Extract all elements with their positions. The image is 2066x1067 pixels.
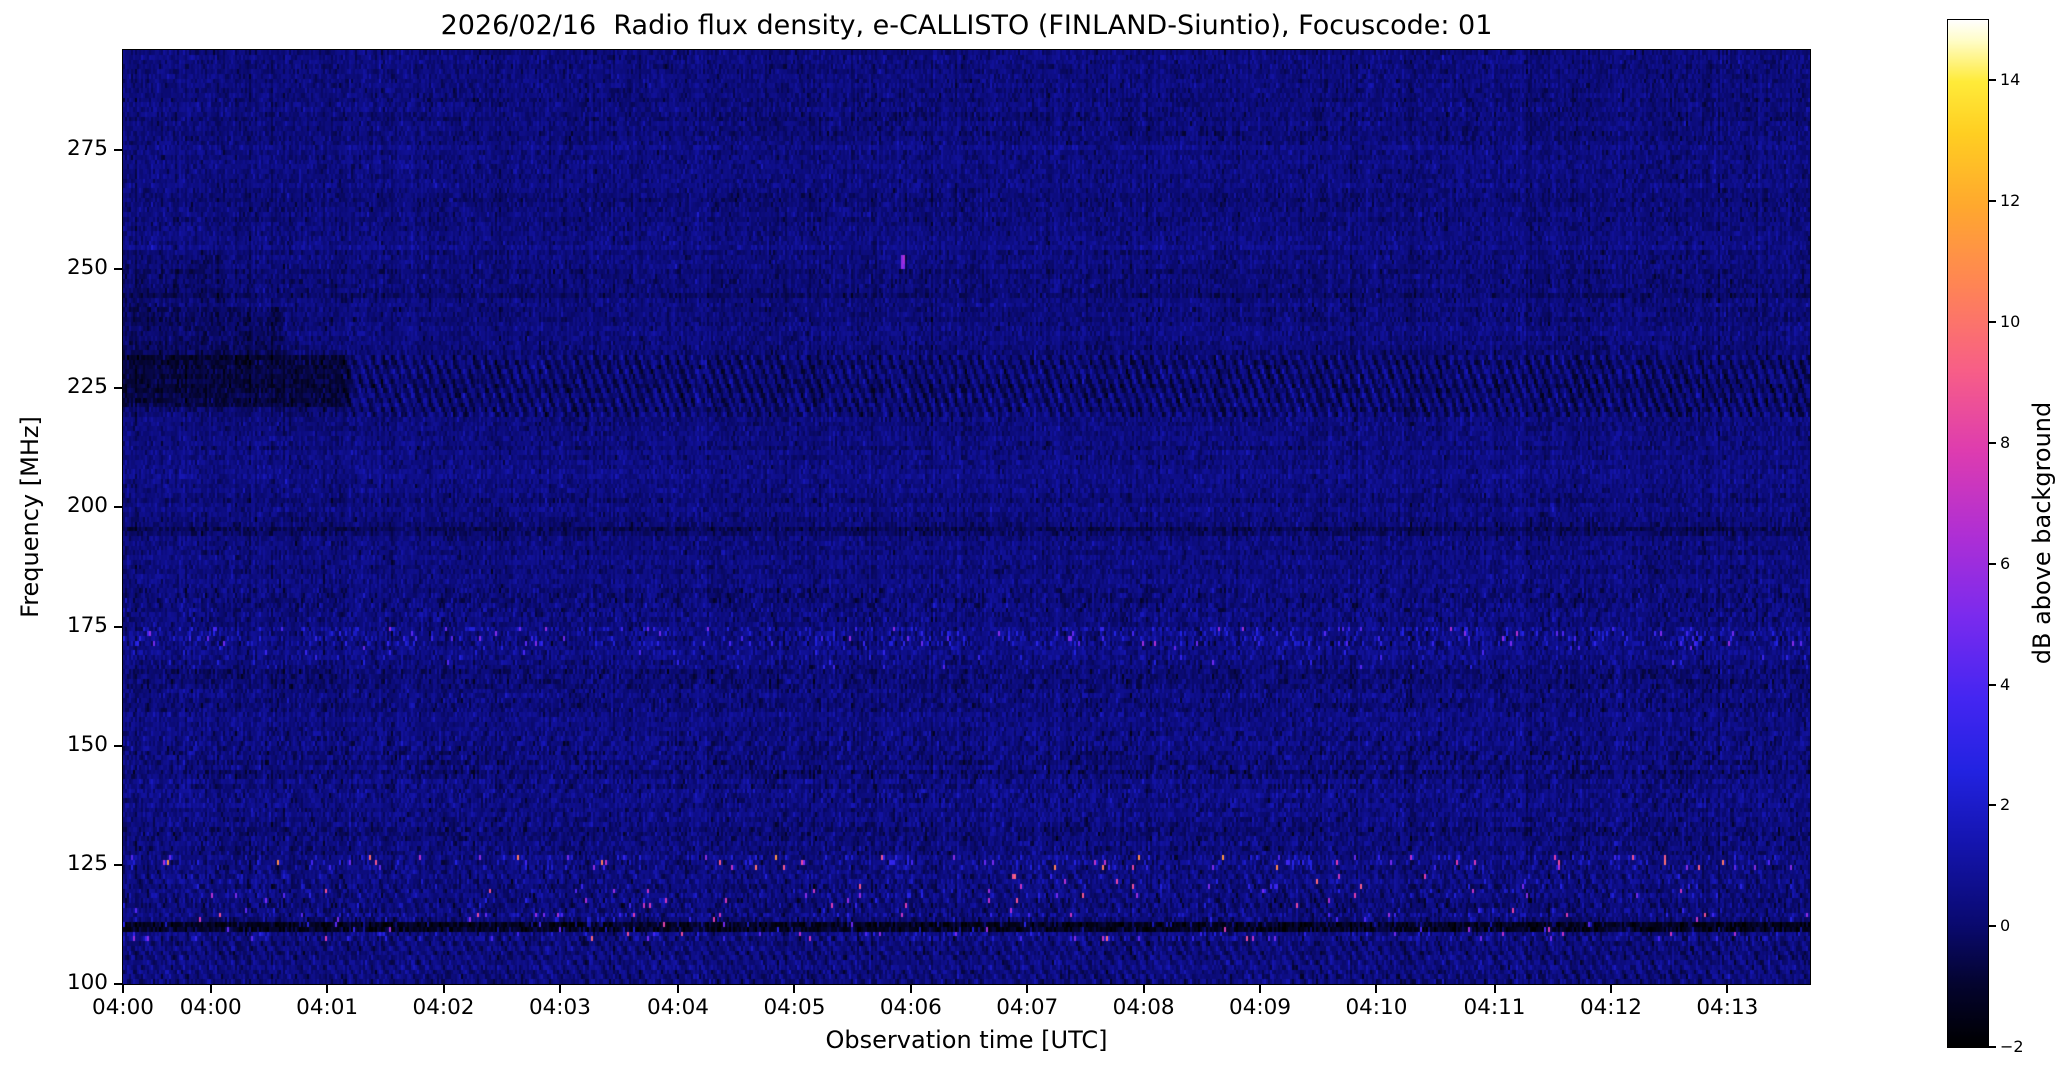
chart-title: 2026/02/16 Radio flux density, e-CALLIST… [440, 10, 1493, 41]
x-tick-mark [326, 985, 329, 993]
colorbar-tick-label: 8 [2000, 432, 2011, 452]
colorbar-tick-label: 14 [2000, 70, 2021, 90]
x-tick-mark [122, 985, 124, 993]
y-tick-mark [114, 506, 122, 509]
x-tick-mark [793, 985, 796, 993]
x-tick-mark [677, 985, 680, 993]
spectrogram-canvas [123, 50, 1810, 984]
colorbar-tick-mark [1988, 925, 1996, 928]
x-tick-mark [909, 985, 912, 993]
x-tick-label: 04:06 [879, 995, 942, 1020]
y-tick-label: 250 [66, 255, 108, 281]
colorbar-tick-label: 12 [2000, 191, 2021, 211]
colorbar-canvas [1948, 20, 1988, 1047]
y-tick-mark [114, 268, 122, 271]
x-tick-label: 04:13 [1696, 995, 1759, 1020]
y-tick-mark [114, 863, 122, 866]
y-tick-label: 150 [66, 731, 108, 757]
y-tick-label: 225 [66, 374, 108, 400]
x-tick-label: 04:09 [1229, 995, 1292, 1020]
x-tick-label: 04:10 [1345, 995, 1408, 1020]
y-tick-mark [114, 149, 122, 152]
x-tick-mark [1142, 985, 1145, 993]
colorbar-tick-mark [1988, 200, 1996, 203]
colorbar-tick-label: 0 [2000, 916, 2011, 936]
x-tick-mark [1726, 985, 1729, 993]
x-tick-label: 04:03 [528, 995, 591, 1020]
x-tick-mark [1375, 985, 1378, 993]
x-tick-label: 04:00 [92, 995, 154, 1020]
x-tick-mark [209, 985, 212, 993]
y-tick-label: 275 [66, 136, 108, 162]
colorbar-tick-label: −2 [2000, 1037, 2024, 1056]
x-tick-label: 04:02 [412, 995, 475, 1020]
x-tick-label: 04:08 [1112, 995, 1175, 1020]
y-tick-label: 200 [66, 493, 108, 519]
x-tick-label: 04:12 [1579, 995, 1642, 1020]
y-tick-mark [114, 625, 122, 628]
colorbar-tick-mark [1988, 441, 1996, 444]
x-axis-label: Observation time [UTC] [825, 1026, 1108, 1054]
y-tick-label: 175 [66, 612, 108, 638]
x-tick-label: 04:05 [763, 995, 826, 1020]
x-tick-label: 04:07 [996, 995, 1059, 1020]
colorbar-tick-mark [1988, 321, 1996, 324]
x-tick-mark [1259, 985, 1262, 993]
x-tick-mark [558, 985, 561, 993]
colorbar-tick-mark [1988, 683, 1996, 686]
x-tick-mark [1493, 985, 1496, 993]
x-tick-label: 04:01 [296, 995, 359, 1020]
colorbar-tick-label: 6 [2000, 553, 2011, 573]
colorbar-tick-mark [1988, 79, 1996, 82]
y-tick-mark [114, 387, 122, 390]
y-tick-mark [114, 983, 122, 985]
colorbar-tick-mark [1988, 1046, 1996, 1048]
colorbar-tick-label: 4 [2000, 674, 2011, 694]
colorbar-tick-mark [1988, 804, 1996, 807]
x-tick-mark [442, 985, 445, 993]
y-tick-label: 100 [66, 970, 108, 995]
x-tick-label: 04:00 [179, 995, 242, 1020]
x-tick-mark [1026, 985, 1029, 993]
x-tick-label: 04:11 [1463, 995, 1526, 1020]
y-tick-mark [114, 744, 122, 747]
colorbar-tick-label: 10 [2000, 312, 2021, 332]
y-tick-label: 125 [66, 850, 108, 876]
colorbar-tick-mark [1988, 562, 1996, 565]
colorbar-tick-label: 2 [2000, 795, 2011, 815]
x-tick-mark [1609, 985, 1612, 993]
x-tick-label: 04:04 [647, 995, 709, 1020]
